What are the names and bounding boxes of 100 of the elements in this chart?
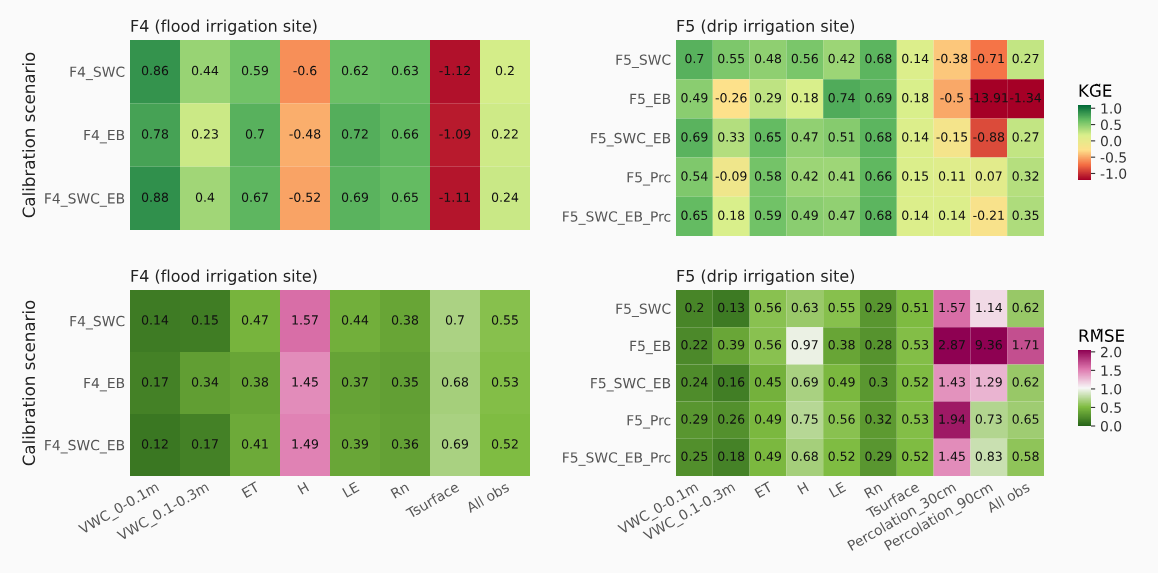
data-label: 0.7 xyxy=(245,129,264,139)
data-label: -1.09 xyxy=(439,129,471,139)
color-bar-label: 1.0 xyxy=(1101,103,1122,114)
data-label: 1.71 xyxy=(1013,340,1039,350)
y-tick-label: F5_EB xyxy=(630,340,671,355)
data-label: 0.37 xyxy=(341,377,368,387)
x-tick-label: H xyxy=(797,481,809,495)
y-tick-label: F5_Prc xyxy=(627,172,671,186)
data-label: 0.69 xyxy=(341,192,369,202)
data-label: 0.27 xyxy=(1012,132,1039,142)
data-label: 2.87 xyxy=(939,339,965,350)
data-label: 0.49 xyxy=(681,92,708,103)
chart-title: F5 (drip irrigation site) xyxy=(677,19,855,35)
data-label: 0.47 xyxy=(791,132,818,142)
data-label: 0.65 xyxy=(754,132,781,142)
color-bar-label: -0.5 xyxy=(1100,152,1126,163)
y-tick-label: F5_SWC xyxy=(616,54,671,69)
data-label: 0.66 xyxy=(391,129,419,139)
data-label: 0.47 xyxy=(828,210,855,221)
data-label: 0.49 xyxy=(828,377,855,387)
data-label: 0.24 xyxy=(681,377,708,387)
data-label: 0.69 xyxy=(681,132,708,142)
data-label: 0.42 xyxy=(791,171,818,181)
y-tick-label: F4_SWC xyxy=(70,315,125,330)
data-label: 0.2 xyxy=(685,302,704,313)
data-label: 1.57 xyxy=(939,302,965,313)
color-bar-label: 1.5 xyxy=(1101,365,1121,376)
data-label: 0.39 xyxy=(718,339,745,350)
data-label: -0.71 xyxy=(973,53,1004,64)
data-label: 0.68 xyxy=(865,132,892,142)
data-label: 0.42 xyxy=(828,53,855,64)
data-label: 0.63 xyxy=(391,65,418,76)
y-tick-label: F5_SWC xyxy=(616,303,671,318)
data-label: -0.5 xyxy=(940,92,964,103)
data-label: 0.62 xyxy=(341,65,368,76)
y-tick-label: F4_EB xyxy=(84,129,125,144)
data-label: 0.78 xyxy=(141,129,169,139)
chart-title: F5 (drip irrigation site) xyxy=(677,269,855,285)
data-label: -1.12 xyxy=(439,65,470,76)
data-label: 0.15 xyxy=(902,171,929,181)
data-label: 0.59 xyxy=(241,65,269,76)
data-label: 0.53 xyxy=(902,414,929,424)
data-label: -1.11 xyxy=(439,192,471,202)
data-label: -0.09 xyxy=(715,171,747,181)
data-label: 0.15 xyxy=(191,315,218,325)
data-label: 0.29 xyxy=(865,302,892,313)
data-label: 0.97 xyxy=(791,339,818,350)
data-label: 0.4 xyxy=(195,192,215,202)
data-label: 0.18 xyxy=(718,210,745,221)
data-label: 0.49 xyxy=(754,414,782,424)
data-label: 0.69 xyxy=(791,377,818,387)
color-bar-label: 0.5 xyxy=(1100,402,1121,413)
data-label: 9.36 xyxy=(975,339,1002,350)
data-label: 0.7 xyxy=(685,53,704,64)
data-label: 0.44 xyxy=(341,315,369,325)
data-label: -1.34 xyxy=(1010,92,1042,103)
data-label: 0.14 xyxy=(902,53,929,64)
data-label: 0.55 xyxy=(491,315,518,325)
data-label: 0.14 xyxy=(902,132,929,142)
data-label: 0.17 xyxy=(141,377,168,387)
data-label: 0.88 xyxy=(141,192,169,202)
color-bar-label: 0.5 xyxy=(1100,119,1121,131)
data-label: 0.56 xyxy=(828,414,855,424)
data-label: 0.18 xyxy=(902,92,929,103)
data-label: 0.22 xyxy=(681,339,708,350)
data-label: 0.72 xyxy=(341,129,368,139)
data-label: 1.49 xyxy=(292,439,319,449)
data-label: -0.6 xyxy=(293,65,317,76)
y-tick-label: F5_EB xyxy=(630,93,671,108)
data-label: 0.35 xyxy=(1012,210,1039,221)
data-label: 0.75 xyxy=(791,414,818,424)
data-label: 0.51 xyxy=(828,132,855,142)
data-label: 0.62 xyxy=(1012,377,1039,387)
data-label: 0.39 xyxy=(341,439,369,449)
data-label: 0.83 xyxy=(975,451,1002,462)
data-label: 0.49 xyxy=(791,210,818,221)
data-label: 0.32 xyxy=(865,414,892,424)
data-label: 0.11 xyxy=(938,171,965,181)
data-label: 0.25 xyxy=(681,451,708,462)
data-label: 0.59 xyxy=(754,210,782,221)
data-label: 0.12 xyxy=(141,439,168,449)
data-label: 0.49 xyxy=(754,451,782,462)
data-label: 0.53 xyxy=(491,377,518,387)
data-label: -0.26 xyxy=(715,92,747,103)
data-label: 0.29 xyxy=(681,414,708,424)
data-label: 0.56 xyxy=(754,339,782,350)
data-label: 0.14 xyxy=(902,210,929,221)
data-label: 0.55 xyxy=(718,53,745,64)
data-label: 0.41 xyxy=(241,439,268,449)
data-label: 0.45 xyxy=(754,377,781,387)
x-tick-label: H xyxy=(297,481,310,495)
data-label: 0.62 xyxy=(1012,302,1039,313)
data-label: 0.56 xyxy=(754,302,782,313)
data-label: 0.73 xyxy=(975,414,1002,424)
data-label: 1.29 xyxy=(976,377,1002,387)
data-label: 0.65 xyxy=(681,210,708,221)
chart-title: F4 (flood irrigation site) xyxy=(131,19,317,35)
data-label: 0.44 xyxy=(191,65,219,76)
y-axis-title: Calibration scenario xyxy=(22,300,36,466)
data-label: 0.14 xyxy=(141,315,169,325)
